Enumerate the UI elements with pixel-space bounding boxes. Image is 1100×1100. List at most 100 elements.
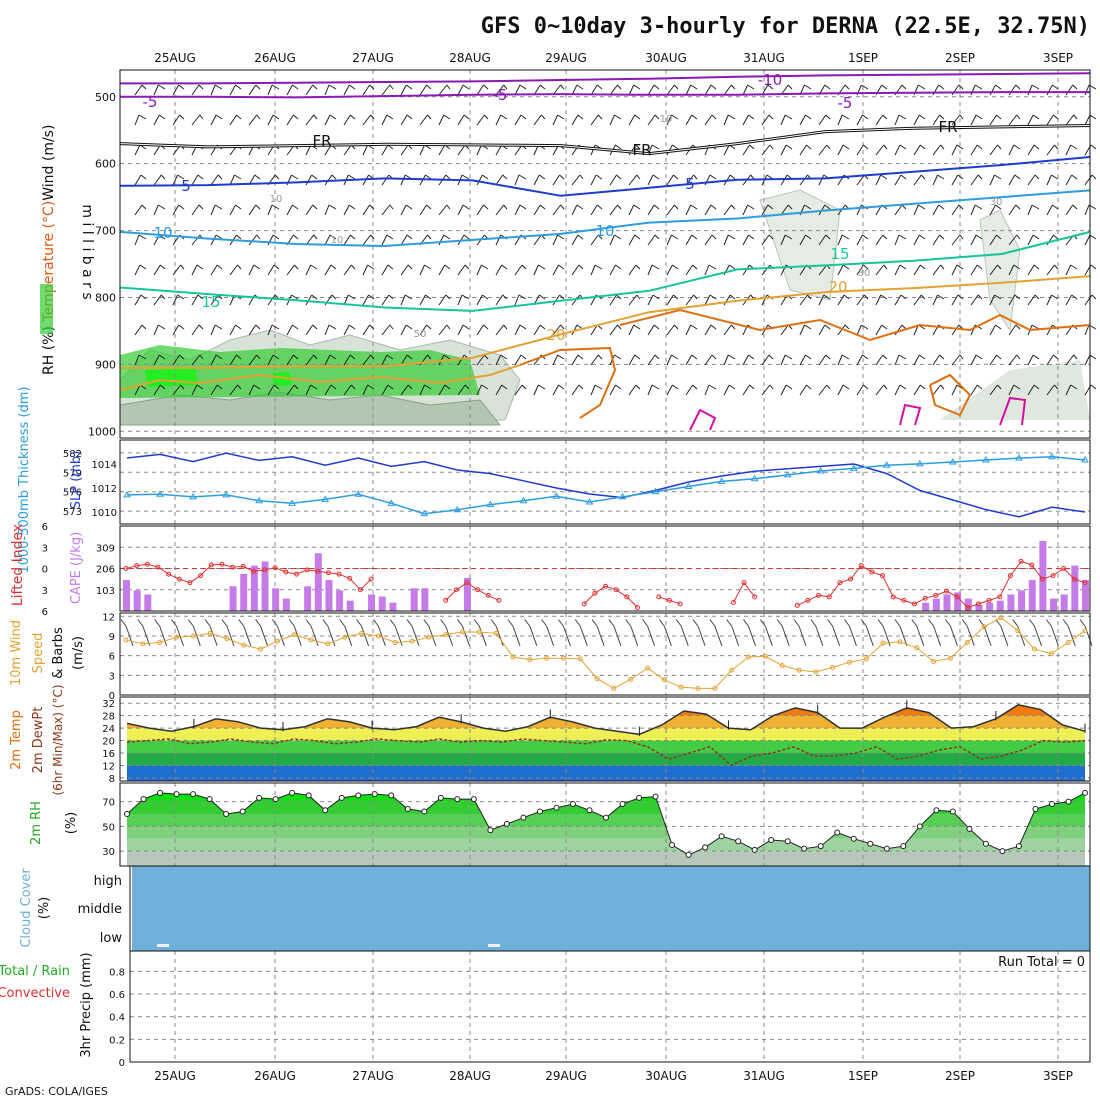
wind-barb — [723, 384, 730, 396]
wind-barb — [652, 174, 660, 180]
wind-barb — [1046, 84, 1053, 96]
wind-barb — [370, 354, 375, 360]
wind-barb — [1029, 619, 1035, 627]
wind-barb — [210, 174, 219, 186]
rh-marker — [801, 845, 808, 852]
temp-tick-label: 24 — [102, 724, 115, 735]
wind-barb — [305, 619, 312, 627]
cape-bar — [996, 600, 1004, 611]
wind-barb — [672, 144, 679, 150]
wind-barb — [198, 324, 204, 330]
wind-barb — [305, 384, 312, 396]
rh-marker — [173, 791, 180, 798]
thickness-marker — [948, 457, 957, 465]
wind-barb — [959, 234, 964, 240]
wind-barb — [248, 84, 257, 96]
wind-barb — [997, 384, 1002, 390]
wind-barb — [994, 294, 1002, 300]
wind-barb — [608, 619, 615, 627]
wind-barb — [216, 384, 223, 390]
wind-barb — [1027, 354, 1034, 366]
wind-marker — [173, 634, 179, 640]
date-label-bottom: 26AUG — [254, 1069, 296, 1083]
wind-barb — [723, 84, 732, 96]
wind-barb — [901, 324, 907, 330]
wind-barb — [729, 264, 736, 270]
wind-barb — [286, 204, 293, 216]
rh-shade-90 — [272, 372, 292, 386]
wind-barb — [381, 114, 388, 126]
wind-barb — [1033, 264, 1040, 270]
wind-barb — [932, 234, 941, 246]
wind-barb — [693, 174, 698, 180]
temperature-contour — [929, 373, 972, 417]
wind-barb — [844, 619, 850, 627]
wind-barb — [970, 144, 978, 156]
cape-bar — [954, 592, 962, 611]
wind-barb — [764, 625, 773, 646]
wind-barb — [343, 144, 352, 156]
wind-barb — [153, 384, 161, 396]
wind-barb — [1008, 354, 1018, 366]
temperature-contour — [689, 408, 717, 431]
wind-barb — [180, 264, 185, 270]
wind-barb — [191, 354, 201, 366]
thickness-marker — [915, 459, 924, 467]
rh-tick-label: 70 — [102, 798, 115, 809]
y-tick-label: 500 — [95, 91, 116, 104]
wind-barb — [748, 625, 756, 646]
rh-legend-swatch — [40, 284, 53, 334]
wind-barb — [842, 384, 850, 390]
wind-barb — [1031, 204, 1040, 210]
wind-barb — [692, 384, 698, 390]
wind-marker — [1015, 628, 1021, 634]
wind-barb — [685, 294, 695, 306]
wind-barb — [138, 354, 147, 360]
rh-shade-10 — [979, 209, 1021, 332]
wind-barb — [856, 384, 864, 396]
wind-barb — [919, 234, 926, 240]
wind-barb — [521, 384, 527, 390]
wind-barb — [310, 384, 318, 390]
wind-marker — [880, 640, 886, 646]
wind-barb — [844, 324, 850, 330]
wind-barb — [172, 114, 181, 126]
wind-barb — [1051, 294, 1059, 300]
wind-barb — [482, 294, 489, 300]
wind-barb — [191, 264, 198, 276]
panel-precip: 0 0.2 0.4 0.6 0.8 Run Total = 0 Total / Rain Co… — [0, 950, 1091, 1069]
wind-barb — [153, 114, 160, 126]
wind-barb — [229, 324, 236, 336]
wind-barb — [217, 174, 223, 180]
wind-barb — [856, 354, 863, 366]
li-marker — [954, 594, 960, 600]
wind-barb — [798, 625, 807, 646]
wind-barb — [425, 174, 432, 180]
rh-marker — [487, 827, 494, 834]
wind-barb — [1034, 294, 1040, 300]
wind-barb — [1084, 114, 1091, 126]
li-marker — [496, 597, 502, 603]
wind-barb — [500, 354, 508, 360]
temp-axis-title: 2m DewPt — [31, 707, 46, 774]
y-tick-label: 1000 — [88, 425, 116, 438]
wind-barb — [446, 324, 451, 330]
wind-barb — [260, 625, 269, 646]
wind-barb — [1072, 204, 1078, 210]
wind-barb — [405, 324, 413, 330]
wind-barb — [767, 84, 774, 90]
wind-barb — [806, 144, 812, 150]
wind-barb — [1084, 324, 1090, 336]
li-marker — [730, 600, 736, 605]
wind-barb — [616, 294, 622, 300]
wind-barb — [538, 384, 546, 390]
wind-barb — [495, 354, 502, 366]
wind-barb — [539, 204, 546, 210]
temp-axis-title: 2m Temp — [9, 710, 24, 770]
wind-barb — [210, 354, 217, 366]
wind-barb — [533, 264, 539, 276]
wind-barb — [514, 114, 522, 126]
wind-barb — [362, 264, 369, 276]
wind-barb — [198, 84, 204, 90]
rh-marker — [239, 808, 246, 815]
